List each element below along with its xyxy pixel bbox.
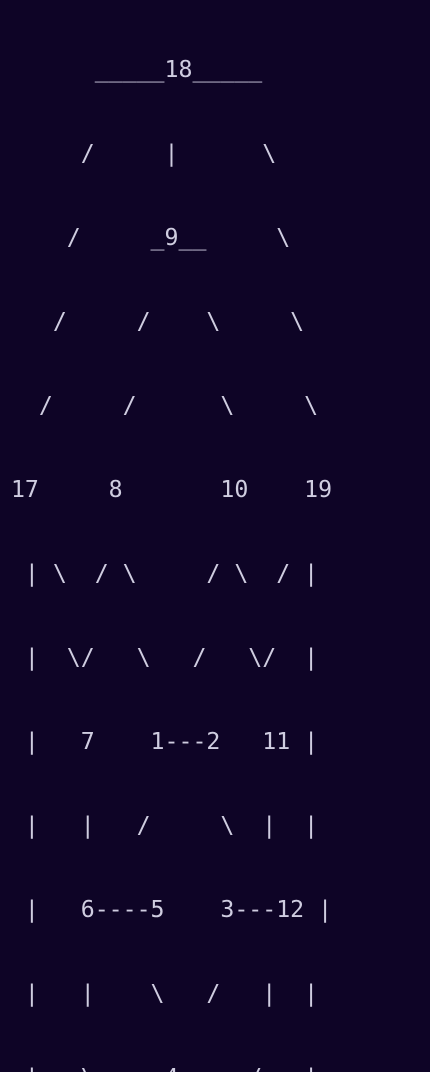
- graph-line-6: 17 8 10 19: [0, 476, 333, 503]
- ascii-graph: _____18_____ / | \ / _9__ \ / / \ \ / / …: [0, 56, 346, 1072]
- terminal-window: _____18_____ / | \ / _9__ \ / / \ \ / / …: [10, 56, 333, 1072]
- graph-line-9: | 7 1---2 11 |: [0, 728, 319, 755]
- graph-line-4: / / \ \: [0, 308, 305, 335]
- graph-line-13: | \ 4 / |: [0, 1064, 346, 1072]
- graph-line-3: / _9__ \: [0, 224, 291, 251]
- graph-line-2: / | \: [0, 140, 277, 167]
- graph-line-8: | \/ \ / \/ |: [0, 644, 319, 671]
- graph-line-11: | 6----5 3---12 |: [0, 896, 333, 923]
- graph-line-5: / / \ \: [0, 392, 319, 419]
- graph-line-12: | | \ / | |: [0, 980, 319, 1007]
- graph-line-1: _____18_____: [0, 56, 263, 83]
- graph-line-7: | \ / \ / \ / |: [0, 560, 319, 587]
- graph-line-10: | | / \ | |: [0, 812, 319, 839]
